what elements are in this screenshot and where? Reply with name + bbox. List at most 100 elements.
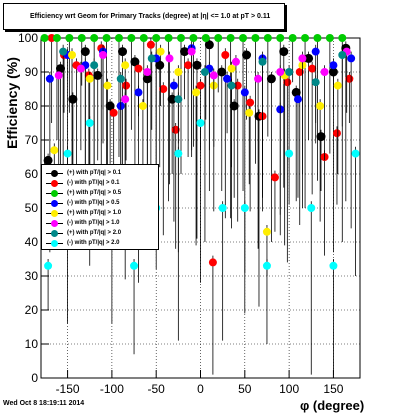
data-point [77, 34, 86, 42]
legend-item: (-) with pT/|q| > 0.1 [42, 179, 158, 189]
data-point [116, 74, 125, 83]
data-point [263, 34, 272, 42]
data-point [311, 78, 320, 87]
data-point [192, 88, 201, 97]
data-point [76, 64, 85, 73]
data-point [329, 61, 338, 70]
y-tick-label: 60 [25, 167, 39, 181]
legend-label: (-) with pT/|q| > 1.0 [67, 220, 120, 226]
data-point [138, 102, 147, 110]
data-point [90, 34, 99, 42]
legend-label: (+) with pT/|q| > 0.5 [67, 190, 122, 196]
legend-item: (+) with pT/|q| > 0.5 [42, 189, 158, 199]
data-point [308, 64, 317, 73]
y-tick-label: 0 [31, 371, 38, 385]
x-tick-label: 100 [279, 382, 299, 396]
data-point [196, 81, 205, 90]
data-point [226, 34, 235, 42]
legend-label: (-) with pT/|q| > 0.5 [67, 200, 120, 206]
data-point [146, 40, 155, 49]
data-point [276, 34, 285, 42]
data-point [320, 68, 329, 76]
data-point [217, 67, 227, 77]
data-point [187, 47, 196, 56]
data-point [231, 57, 240, 66]
data-point [223, 74, 232, 83]
data-point [159, 85, 168, 93]
x-tick-label: -50 [148, 382, 166, 396]
data-point [332, 129, 341, 138]
data-point [174, 95, 183, 104]
data-point [285, 149, 294, 158]
data-point [105, 101, 115, 111]
data-point [316, 132, 326, 142]
legend-label: (+) with pT/|q| > 2.0 [67, 230, 122, 236]
data-point [227, 81, 236, 90]
y-tick-label: 30 [25, 269, 39, 283]
data-point [276, 68, 285, 76]
data-point [93, 70, 103, 80]
data-point [316, 102, 325, 110]
data-point [121, 95, 130, 104]
y-tick-label: 50 [25, 201, 39, 215]
data-point [165, 54, 174, 63]
data-point [301, 34, 310, 42]
legend-marker [51, 190, 58, 197]
data-point [254, 74, 263, 83]
data-point [52, 34, 61, 42]
data-point [298, 54, 307, 63]
data-point [68, 51, 77, 59]
data-point [85, 119, 94, 127]
x-axis-label: φ (degree) [300, 398, 365, 413]
data-point [311, 47, 320, 56]
data-point [200, 68, 209, 76]
data-point [184, 61, 193, 70]
y-tick-label: 100 [18, 31, 38, 45]
y-tick-label: 20 [25, 303, 39, 317]
legend-label: (+) with pT/|q| > 0.1 [67, 170, 122, 176]
data-point [240, 88, 249, 97]
data-point [208, 258, 217, 267]
data-point [103, 81, 112, 90]
legend-item: (+) with pT/|q| > 0.1 [42, 169, 158, 179]
legend-marker [51, 220, 58, 227]
data-point [347, 54, 356, 63]
data-point [143, 68, 152, 76]
data-point [65, 34, 74, 42]
data-point [245, 108, 254, 117]
data-point [291, 87, 301, 97]
y-axis-label: Efficiency (%) [3, 57, 20, 149]
data-point [262, 227, 271, 236]
data-point [122, 81, 131, 90]
data-point [239, 34, 248, 42]
legend-marker [51, 200, 58, 207]
data-point [329, 261, 338, 270]
data-point [196, 119, 205, 127]
data-point [214, 34, 223, 42]
data-point [85, 74, 94, 83]
data-point [40, 34, 49, 42]
data-point [164, 34, 173, 42]
y-tick-label: 70 [25, 133, 39, 147]
legend-item: (-) with pT/|q| > 0.5 [42, 199, 158, 209]
data-point [293, 95, 302, 104]
data-point [218, 204, 227, 212]
legend-item: (+) with pT/|q| > 2.0 [42, 229, 158, 239]
data-point [227, 64, 236, 73]
legend-marker [51, 230, 58, 237]
data-point [333, 81, 342, 90]
data-point [246, 98, 255, 107]
data-point [102, 34, 111, 42]
x-tick-label: -100 [100, 382, 124, 396]
data-point [266, 74, 276, 84]
data-point [155, 60, 165, 70]
x-tick-label: 0 [197, 382, 204, 396]
data-point [80, 47, 90, 57]
data-point [54, 71, 63, 80]
data-point [279, 47, 289, 57]
data-point [152, 34, 161, 42]
y-tick-label: 90 [25, 65, 39, 79]
data-point [134, 64, 143, 73]
legend-marker [51, 180, 58, 187]
